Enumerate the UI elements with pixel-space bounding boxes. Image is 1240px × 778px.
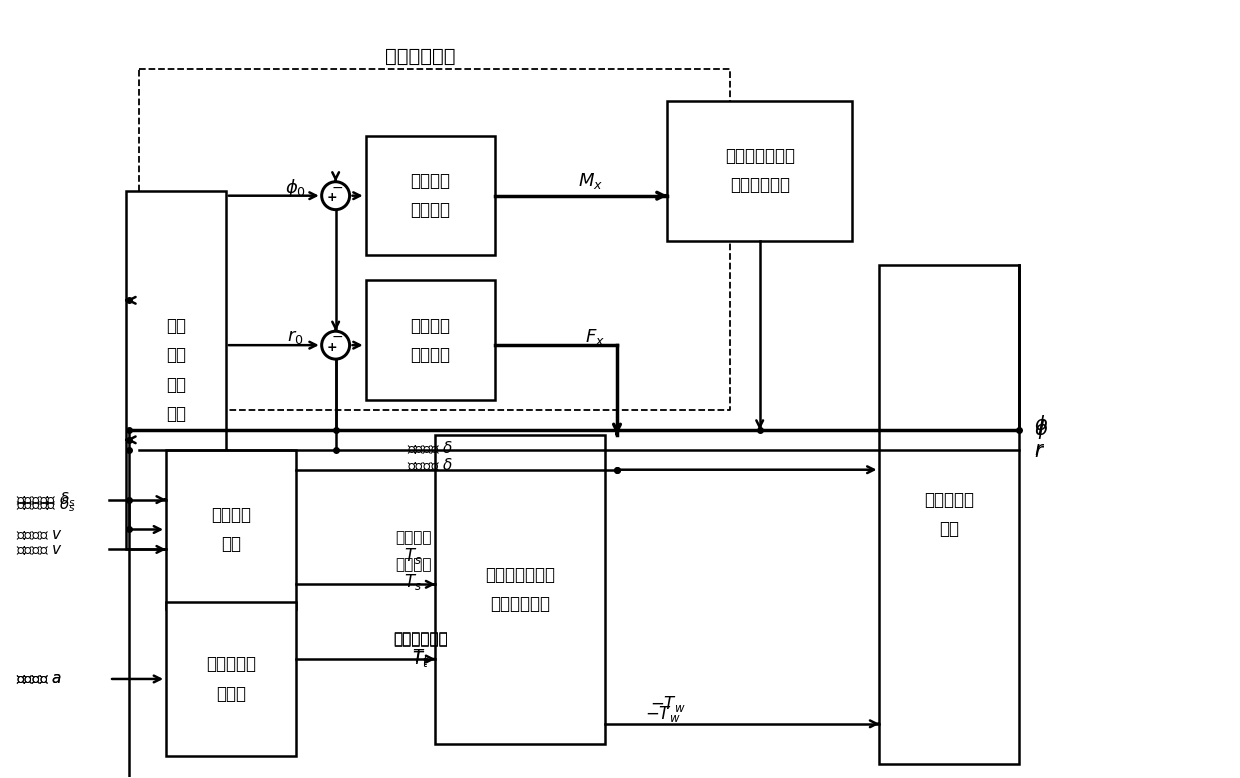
Text: $\phi_0$: $\phi_0$ [285,177,306,198]
Text: 下层驱动与制动
防滑控制系统: 下层驱动与制动 防滑控制系统 [485,566,556,613]
Text: $\phi$: $\phi$ [1034,413,1048,436]
FancyBboxPatch shape [366,136,495,255]
Text: $r$: $r$ [1034,442,1045,461]
FancyBboxPatch shape [879,265,1019,764]
Text: 差动转向
系统: 差动转向 系统 [211,506,250,553]
Text: +: + [327,341,337,354]
Text: $-$: $-$ [331,329,343,343]
Text: 车辆动力学
模型: 车辆动力学 模型 [924,491,975,538]
Text: $T_t$: $T_t$ [412,647,429,667]
Text: 初始车速 $v$: 初始车速 $v$ [16,542,63,557]
Text: 三自
由度
参考
模型: 三自 由度 参考 模型 [166,317,186,423]
Text: 初始车速 $v$: 初始车速 $v$ [16,527,63,542]
FancyBboxPatch shape [126,191,226,549]
Text: $\phi$: $\phi$ [1034,419,1048,441]
Text: 车轮电机驱
动系统: 车轮电机驱 动系统 [206,655,255,703]
Text: $T_t$: $T_t$ [412,649,429,669]
Text: $T_s$: $T_s$ [404,546,423,566]
Text: $-T_w$: $-T_w$ [650,694,686,714]
Circle shape [321,182,350,209]
Text: $r_0$: $r_0$ [288,328,304,346]
FancyBboxPatch shape [667,101,852,240]
Text: 电机驱动力矩: 电机驱动力矩 [393,632,448,647]
Text: $T_s$: $T_s$ [404,573,423,592]
Text: 车轮转角 $\delta$: 车轮转角 $\delta$ [407,439,454,456]
Text: 主动侧倾
力矩控制: 主动侧倾 力矩控制 [410,172,450,219]
Text: 差动转矩: 差动转矩 [396,557,432,573]
Text: $-$: $-$ [331,180,343,194]
Text: 差动转矩: 差动转矩 [396,530,432,545]
FancyBboxPatch shape [435,435,605,744]
Text: $r$: $r$ [1034,440,1045,459]
FancyBboxPatch shape [366,280,495,400]
FancyBboxPatch shape [166,601,295,756]
Text: 车轮转角 $\delta$: 车轮转角 $\delta$ [407,457,454,473]
Text: $M_x$: $M_x$ [578,170,603,191]
Text: $-T_w$: $-T_w$ [645,704,681,724]
Text: 踏板开度 $a$: 踏板开度 $a$ [16,671,62,686]
Text: 方向盘转角 $\delta_s$: 方向盘转角 $\delta_s$ [16,490,77,509]
Text: 踏板开度 $a$: 踏板开度 $a$ [16,671,62,686]
Circle shape [321,331,350,359]
Text: 上层控制系统: 上层控制系统 [386,47,455,65]
Text: 差动制动
力矩控制: 差动制动 力矩控制 [410,317,450,364]
Text: $F_x$: $F_x$ [585,328,605,347]
Text: 方向盘转角 $\delta_s$: 方向盘转角 $\delta_s$ [16,496,77,514]
FancyBboxPatch shape [166,450,295,609]
Text: +: + [327,191,337,205]
Text: 电机驱动力矩: 电机驱动力矩 [393,632,448,647]
Text: 中层悬架垂向力
优化分配系统: 中层悬架垂向力 优化分配系统 [724,147,795,194]
